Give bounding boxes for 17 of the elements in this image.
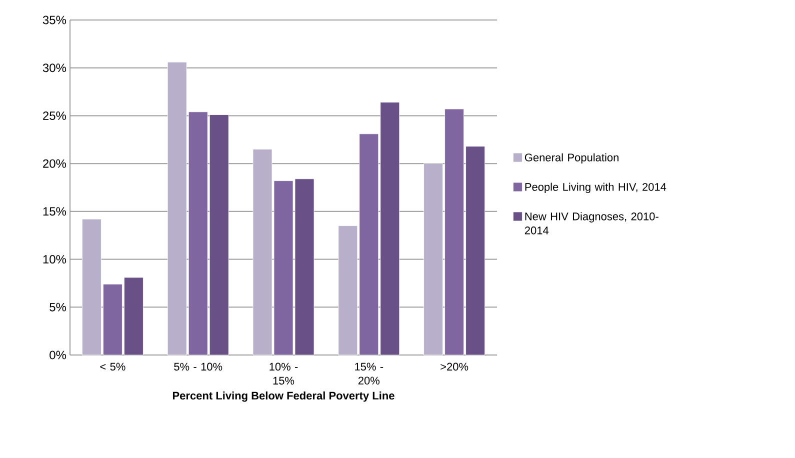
x-tick-label: >20% — [440, 362, 468, 371]
x-tick-label: < 5% — [100, 362, 126, 371]
legend-label: New HIV Diagnoses, 2010-2014 — [524, 212, 658, 234]
y-tick-label: 20% — [43, 159, 66, 168]
x-axis-title: Percent Living Below Federal Poverty Line — [172, 391, 394, 402]
y-tick-label: 15% — [43, 207, 66, 216]
x-tick-label: 10% - 15% — [270, 362, 298, 385]
y-tick-label: 0% — [50, 350, 66, 360]
legend-label: General Population — [524, 153, 618, 164]
x-tick-label: 5% - 10% — [174, 362, 222, 371]
legend-label: People Living with HIV, 2014 — [525, 182, 666, 194]
y-tick-label: 5% — [50, 302, 66, 312]
y-tick-label: 10% — [43, 255, 66, 264]
y-tick-label: 25% — [43, 111, 66, 120]
y-tick-label: 35% — [42, 16, 66, 24]
x-tick-label: 15% - 20% — [355, 362, 384, 385]
y-tick-label: 30% — [42, 64, 66, 72]
